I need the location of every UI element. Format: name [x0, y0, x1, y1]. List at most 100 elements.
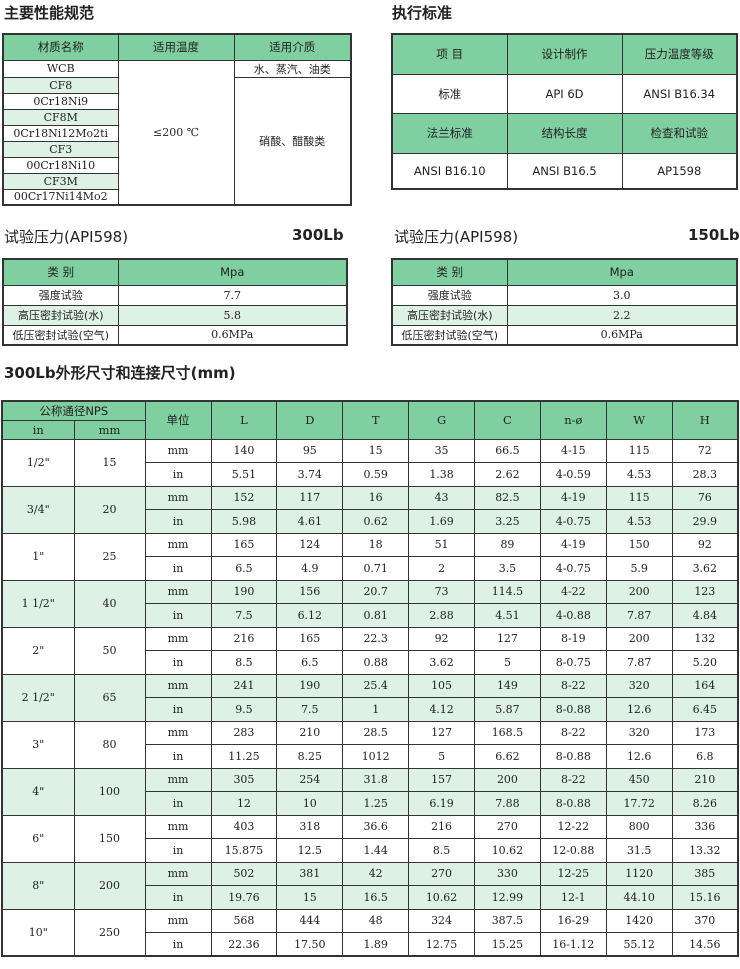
- dim-value: 8.25: [276, 744, 344, 769]
- test-row: 低压密封试验(空气) 0.6MPa: [391, 324, 738, 346]
- dim-value: 11.25: [210, 744, 278, 769]
- dim-value: 6.62: [474, 744, 541, 769]
- dim-value: 1420: [605, 908, 673, 933]
- dim-value: 4.84: [671, 603, 739, 628]
- unit-cell: in: [144, 462, 212, 487]
- material-row: CF3M: [2, 172, 351, 190]
- header-mpa: Mpa: [117, 258, 348, 286]
- nps-in: 8": [1, 861, 75, 910]
- dims-row: 2" 50 mm 216 165 22.3 92 127 8-19 200 132: [1, 626, 739, 675]
- dim-value: 13.32: [671, 838, 739, 863]
- dim-value: 216: [210, 626, 278, 651]
- test-row: 低压密封试验(空气) 0.6MPa: [2, 324, 348, 346]
- dim-value: 450: [605, 767, 673, 792]
- header-3: G: [408, 400, 475, 440]
- test-value: 2.2: [506, 304, 738, 326]
- unit-cell: in: [144, 509, 212, 534]
- nps-in: 1/2": [1, 438, 75, 487]
- dim-value: 115: [605, 485, 673, 510]
- dim-value: 19.76: [210, 885, 278, 910]
- dim-value: 10.62: [408, 885, 475, 910]
- test-row: 高压密封试验(水) 2.2: [391, 304, 738, 326]
- dim-value: 4.12: [408, 697, 475, 722]
- test-name: 高压密封试验(水): [2, 304, 119, 326]
- standard-row: 项 目设计制作 压力温度等级: [391, 33, 738, 75]
- header-sub: mm: [73, 419, 146, 440]
- dim-value: 8-0.75: [539, 650, 607, 675]
- standard-cell: 检查和试验: [621, 113, 738, 154]
- dim-value: 66.5: [474, 438, 541, 463]
- dim-value: 8-0.88: [539, 791, 607, 816]
- dim-value: 2.62: [474, 462, 541, 487]
- dim-value: 16-1.12: [539, 932, 607, 957]
- dim-value: 123: [671, 579, 739, 604]
- spec-title: 主要性能规范: [4, 4, 95, 22]
- dim-value: 200: [474, 767, 541, 792]
- unit-cell: mm: [144, 720, 212, 745]
- standard-cell: ANSI B16.5: [506, 152, 623, 190]
- nps-mm: 50: [73, 626, 146, 675]
- dim-value: 12.75: [408, 932, 475, 957]
- dim-value: 22.3: [342, 626, 410, 651]
- dim-value: 2.88: [408, 603, 475, 628]
- dim-value: 140: [210, 438, 278, 463]
- dim-value: 5: [408, 744, 475, 769]
- material-row: WCB ≤200 ℃ 水、蒸汽、油类: [2, 59, 352, 206]
- standard-row: 法兰标准 结构长度 检查和试验: [391, 113, 738, 154]
- dim-value: 381: [276, 861, 344, 886]
- standard-cell: API 6D: [506, 73, 623, 115]
- dim-value: 51: [408, 532, 475, 557]
- dim-value: 149: [474, 673, 541, 698]
- dims-row: in 19.76 15 16.5 10.62 12.99 12-1 44.10 15.16: [2, 885, 739, 910]
- dim-value: 1.89: [342, 932, 410, 957]
- dim-value: 254: [276, 767, 344, 792]
- dim-value: 330: [474, 861, 541, 886]
- dim-value: 336: [671, 814, 739, 839]
- dim-value: 25.4: [342, 673, 410, 698]
- unit-cell: in: [144, 744, 212, 769]
- dim-value: 387.5: [474, 908, 541, 933]
- dim-value: 43: [408, 485, 475, 510]
- dim-value: 3.25: [474, 509, 541, 534]
- dim-value: 17.72: [605, 791, 673, 816]
- material-name: 0Cr18Ni9: [2, 92, 119, 110]
- dim-value: 152: [210, 485, 278, 510]
- dims-row: 1/2" 15 mm 140 95 15 35 66.5 4-15 115 72: [1, 438, 739, 487]
- dim-value: 82.5: [474, 485, 541, 510]
- dim-value: 12-22: [539, 814, 607, 839]
- dim-value: 270: [474, 814, 541, 839]
- nps-mm: 25: [73, 532, 146, 581]
- dim-value: 5.20: [671, 650, 739, 675]
- dim-value: 35: [408, 438, 475, 463]
- unit-cell: mm: [144, 814, 212, 839]
- test-value: 5.8: [117, 304, 348, 326]
- material-name: CF8: [2, 76, 119, 94]
- dim-value: 7.87: [605, 603, 673, 628]
- unit-cell: in: [144, 932, 212, 957]
- dim-value: 1.25: [342, 791, 410, 816]
- dim-value: 12: [210, 791, 278, 816]
- standard-cell: AP1598: [621, 152, 738, 190]
- header-1: D: [276, 400, 344, 440]
- dim-value: 1012: [342, 744, 410, 769]
- standard-table: 项 目设计制作 压力温度等级 标准 API 6D ANSI B16.34 法兰标准 结构长度…: [391, 33, 738, 190]
- dim-value: 7.5: [210, 603, 278, 628]
- dim-value: 800: [605, 814, 673, 839]
- dim-value: 5.9: [605, 556, 673, 581]
- dim-value: 12.5: [276, 838, 344, 863]
- test150-class: 150Lb: [688, 226, 740, 244]
- dim-value: 132: [671, 626, 739, 651]
- material-row: 00Cr17Ni14Mo2: [2, 188, 351, 206]
- test-row: 强度试验 7.7: [2, 284, 348, 306]
- dim-value: 385: [671, 861, 739, 886]
- nps-mm: 80: [73, 720, 146, 769]
- material-name: CF3M: [2, 172, 119, 190]
- dim-value: 115: [605, 438, 673, 463]
- header-unit: 单位: [144, 400, 212, 440]
- standard-title: 执行标准: [392, 4, 453, 22]
- dim-value: 12-0.88: [539, 838, 607, 863]
- dim-value: 92: [408, 626, 475, 651]
- header-category: 类 别: [2, 258, 119, 286]
- header-6: W: [605, 400, 673, 440]
